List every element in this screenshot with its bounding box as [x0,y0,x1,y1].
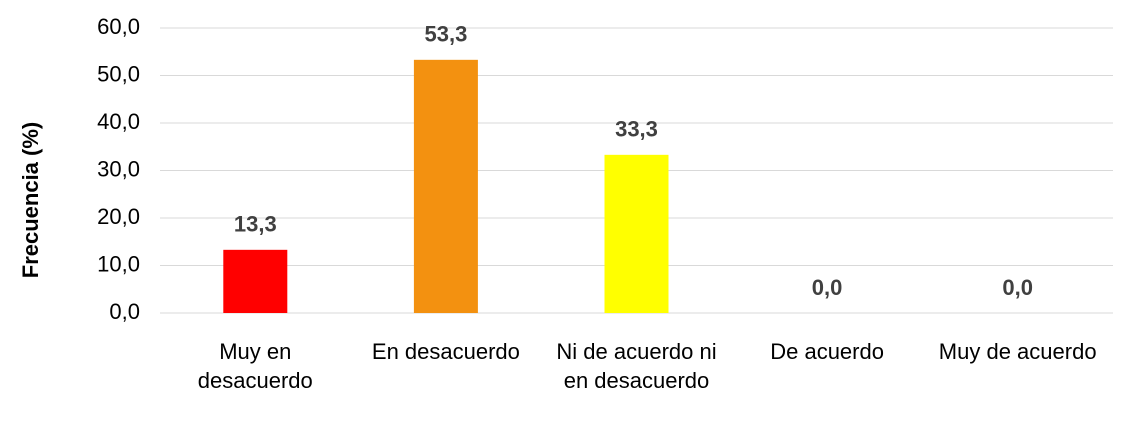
x-tick-label: Muy en desacuerdo [197,339,313,393]
x-tick-label: En desacuerdo [371,339,520,364]
bar [223,249,288,313]
y-tick-label: 60,0 [97,14,140,39]
x-tick-label: Muy de acuerdo [938,339,1097,364]
value-label: 53,3 [424,22,467,47]
bar [413,59,478,314]
x-tick-label: De acuerdo [770,339,884,364]
y-tick-label: 10,0 [97,251,140,276]
bar [604,154,669,313]
x-tick-label: Ni de acuerdo ni en desacuerdo [556,339,717,393]
value-label: 0,0 [812,275,843,300]
y-tick-label: 40,0 [97,109,140,134]
y-axis-label: Frecuencia (%) [18,122,43,279]
y-tick-label: 20,0 [97,204,140,229]
value-label: 13,3 [234,212,277,237]
y-tick-label: 50,0 [97,61,140,86]
value-label: 0,0 [1002,275,1033,300]
y-tick-label: 30,0 [97,156,140,181]
y-tick-label: 0,0 [109,299,140,324]
value-label: 33,3 [615,117,658,142]
